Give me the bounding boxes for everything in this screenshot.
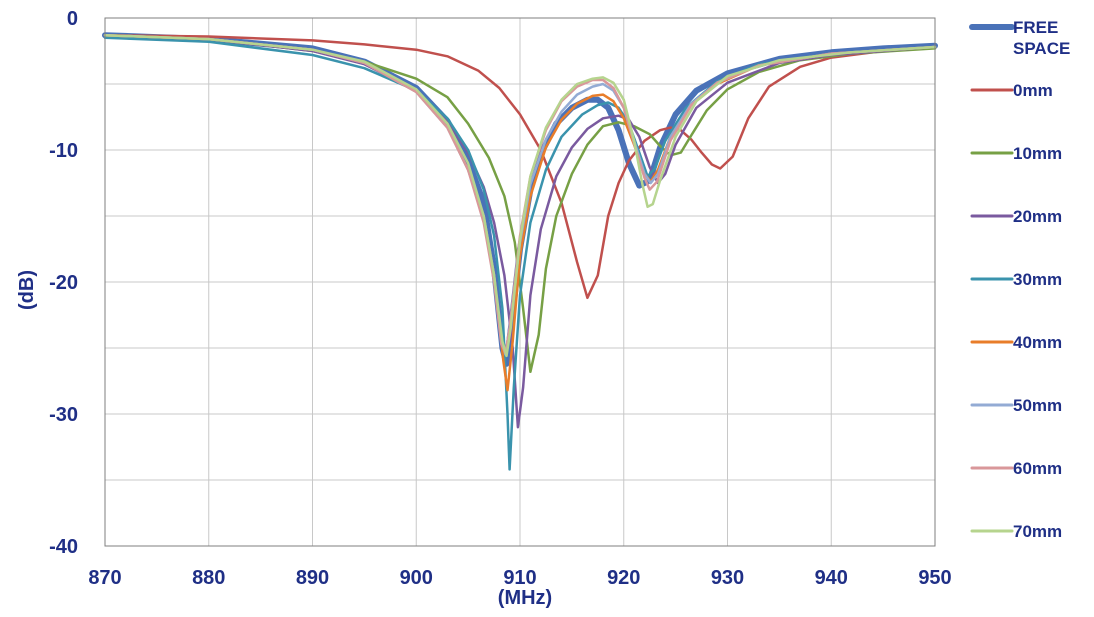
x-tick-label: 920 [607,567,640,589]
x-tick-label: 890 [296,567,329,589]
x-tick-label: 880 [192,567,225,589]
y-tick-label: -10 [49,140,78,162]
legend-label: 10mm [1013,144,1062,163]
legend-label: 0mm [1013,81,1053,100]
series-line-8 [103,33,937,358]
plot-lines [102,32,938,471]
plot-frame [104,17,936,547]
x-tick-label: 870 [88,567,121,589]
legend-label: 60mm [1013,459,1062,478]
x-tick-label: 900 [400,567,433,589]
series-line-2 [103,33,937,374]
y-axis-title: (dB) [16,270,38,310]
x-tick-label: 950 [918,567,951,589]
legend-label: SPACE [1013,39,1070,58]
x-tick-label: 910 [503,567,536,589]
legend-label: 20mm [1013,207,1062,226]
legend: FREE SPACE 0mm 10mm 20mm 30mm 40mm 50mm 60mm 70mm [969,18,1070,541]
legend-label: 40mm [1013,333,1062,352]
y-tick-label: -40 [49,536,78,558]
legend-label: FREE [1013,18,1058,37]
legend-label: 30mm [1013,270,1062,289]
series-line-1 [103,33,937,300]
y-tick-label: 0 [67,8,78,30]
legend-label: 50mm [1013,396,1062,415]
series-line-4 [103,36,937,471]
x-tick-label: 930 [711,567,744,589]
legend-label: 70mm [1013,522,1062,541]
y-tick-label: -20 [49,272,78,294]
x-tick-label: 940 [815,567,848,589]
y-tick-label: -30 [49,404,78,426]
axes: 870 880 890 900 910 920 930 940 950 0 -10 -20 -30 -40 [49,8,952,589]
series-line-3 [103,33,937,429]
x-axis-title: (MHz) [498,587,552,609]
